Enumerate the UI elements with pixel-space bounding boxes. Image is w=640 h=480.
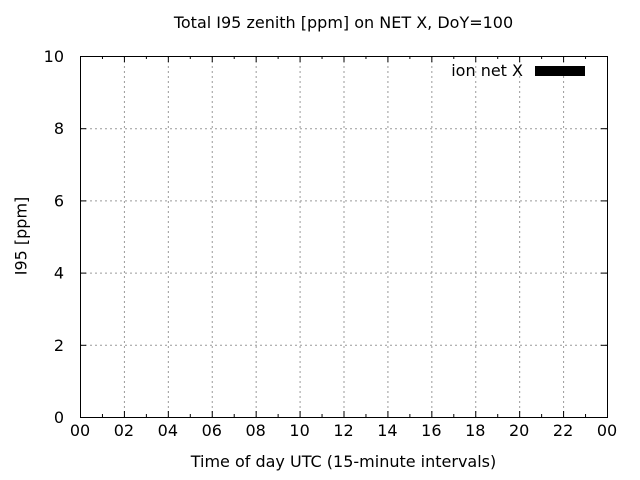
x-tick-labels: 00 02 04 06 08 10 12 14 16 18 20 22 00 bbox=[70, 421, 617, 440]
legend-swatch-bar bbox=[535, 65, 585, 76]
x-tick-label: 00 bbox=[70, 421, 90, 440]
x-tick-label: 16 bbox=[421, 421, 441, 440]
x-tick-label: 18 bbox=[465, 421, 485, 440]
y-tick-label: 4 bbox=[54, 264, 64, 283]
y-tick-label: 6 bbox=[54, 191, 64, 210]
gridlines bbox=[80, 56, 607, 417]
x-axis-label: Time of day UTC (15-minute intervals) bbox=[190, 452, 497, 471]
x-tick-label: 06 bbox=[202, 421, 222, 440]
y-tick-labels: 0 2 4 6 8 10 bbox=[44, 47, 64, 427]
plot-border bbox=[80, 56, 608, 418]
x-tick-label: 14 bbox=[377, 421, 397, 440]
x-tick-label: 10 bbox=[289, 421, 309, 440]
legend: ion net X bbox=[451, 61, 585, 80]
x-tick-label: 12 bbox=[333, 421, 353, 440]
y-tick-label: 10 bbox=[44, 47, 64, 66]
y-tick-label: 8 bbox=[54, 119, 64, 138]
legend-label: ion net X bbox=[451, 61, 523, 80]
x-tick-label: 22 bbox=[553, 421, 573, 440]
x-tick-label: 20 bbox=[509, 421, 529, 440]
x-tick-label: 08 bbox=[245, 421, 265, 440]
y-tick-label: 0 bbox=[54, 408, 64, 427]
x-tick-label: 04 bbox=[158, 421, 178, 440]
x-tick-label: 00 bbox=[597, 421, 617, 440]
y-tick-label: 2 bbox=[54, 336, 64, 355]
chart-title: Total I95 zenith [ppm] on NET X, DoY=100 bbox=[173, 13, 514, 32]
x-tick-label: 02 bbox=[114, 421, 134, 440]
